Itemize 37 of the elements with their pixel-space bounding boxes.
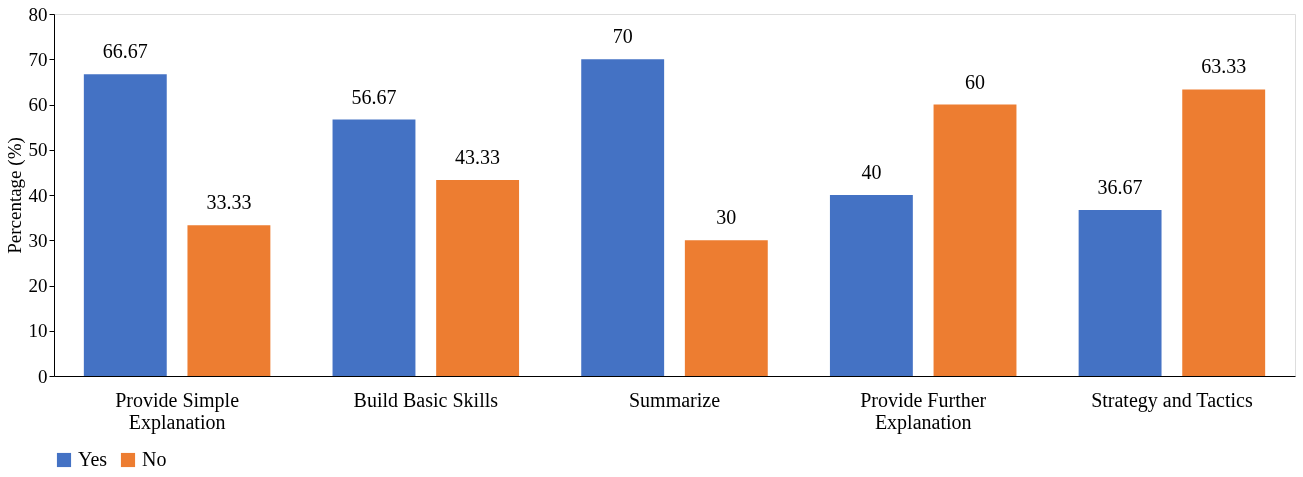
x-tick-label: Provide Further Explanation: [860, 388, 987, 434]
data-label: 36.67: [1097, 176, 1143, 199]
y-tick-label: 70: [28, 48, 48, 70]
data-label: 43.33: [455, 145, 501, 168]
bar: [332, 119, 416, 376]
y-tick-label: 60: [28, 94, 48, 115]
x-tick-label: Summarize: [628, 388, 721, 411]
data-label: 66.67: [102, 40, 148, 63]
y-tick-label: 80: [28, 3, 48, 25]
bar: [581, 59, 665, 376]
bar: [1078, 210, 1162, 376]
x-tick-label: Build Basic Skills: [353, 388, 499, 411]
y-tick-label: 0: [38, 365, 48, 387]
data-label: 70: [612, 25, 633, 48]
data-label: 63.33: [1201, 55, 1247, 78]
bar: [1182, 89, 1266, 376]
bar: [933, 104, 1017, 376]
legend-label: No: [142, 448, 167, 470]
data-label: 40: [861, 161, 882, 183]
bar: [684, 240, 768, 376]
y-tick-label: 30: [28, 229, 48, 251]
data-label: 60: [965, 70, 986, 93]
bar: [829, 195, 913, 376]
data-label: 33.33: [206, 191, 252, 214]
bar: [187, 225, 271, 376]
y-tick-label: 10: [28, 320, 48, 342]
y-tick-label: 50: [28, 139, 48, 161]
y-axis-title: Percentage (%): [3, 137, 26, 254]
data-label: 56.67: [351, 85, 397, 108]
y-tick-label: 40: [28, 184, 48, 206]
legend-label: Yes: [78, 448, 108, 470]
data-label: 30: [716, 206, 737, 229]
x-tick-label: Provide Simple Explanation: [115, 388, 240, 434]
y-tick-label: 20: [28, 275, 48, 296]
bar: [83, 74, 167, 376]
bar: [436, 179, 520, 376]
x-tick-label: Strategy and Tactics: [1091, 388, 1253, 412]
